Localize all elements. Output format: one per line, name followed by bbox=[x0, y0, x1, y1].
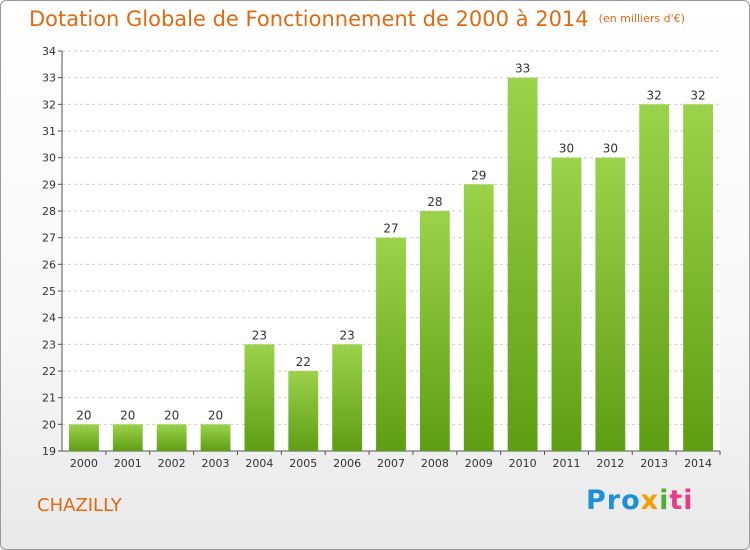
bar-value-label: 23 bbox=[252, 328, 267, 342]
bar bbox=[288, 371, 319, 451]
y-tick-label: 21 bbox=[42, 392, 56, 405]
bar bbox=[683, 104, 713, 451]
chart-title: Dotation Globale de Fonctionnement de 20… bbox=[29, 7, 685, 31]
y-tick-label: 29 bbox=[42, 178, 56, 191]
bar bbox=[332, 344, 363, 451]
commune-name: CHAZILLY bbox=[37, 495, 122, 516]
x-tick-label: 2000 bbox=[70, 457, 98, 470]
x-tick-label: 2009 bbox=[465, 457, 493, 470]
bar-value-label: 28 bbox=[427, 195, 442, 209]
y-tick-label: 33 bbox=[42, 72, 56, 85]
y-tick-label: 30 bbox=[42, 152, 56, 165]
y-tick-label: 27 bbox=[42, 232, 56, 245]
bar-value-label: 20 bbox=[208, 408, 223, 422]
x-tick-label: 2008 bbox=[421, 457, 449, 470]
y-tick-label: 24 bbox=[42, 312, 56, 325]
bar-value-label: 30 bbox=[603, 142, 618, 156]
x-tick-label: 2005 bbox=[289, 457, 317, 470]
bar bbox=[112, 424, 143, 451]
bar-value-label: 33 bbox=[515, 62, 530, 76]
bar bbox=[200, 424, 231, 451]
y-tick-label: 19 bbox=[42, 445, 56, 458]
bar-value-label: 20 bbox=[76, 408, 91, 422]
x-tick-label: 2007 bbox=[377, 457, 405, 470]
bar bbox=[156, 424, 187, 451]
x-tick-label: 2011 bbox=[552, 457, 580, 470]
y-tick-label: 22 bbox=[42, 365, 56, 378]
x-tick-label: 2002 bbox=[158, 457, 186, 470]
bar bbox=[376, 237, 406, 451]
bar-value-label: 20 bbox=[120, 408, 135, 422]
bar-value-label: 32 bbox=[647, 88, 662, 102]
y-tick-label: 26 bbox=[42, 258, 56, 271]
y-tick-label: 28 bbox=[42, 205, 56, 218]
y-tick-label: 20 bbox=[42, 418, 56, 431]
bar bbox=[551, 157, 582, 451]
bar bbox=[639, 104, 670, 451]
bar bbox=[244, 344, 275, 451]
bar bbox=[419, 211, 450, 451]
bar bbox=[69, 424, 99, 451]
bar-value-label: 30 bbox=[559, 142, 574, 156]
bar-value-label: 22 bbox=[296, 355, 311, 369]
bar bbox=[507, 77, 538, 452]
logo-part-1: Pro bbox=[586, 485, 641, 516]
x-tick-label: 2003 bbox=[202, 457, 230, 470]
chart-title-text: Dotation Globale de Fonctionnement de 20… bbox=[29, 7, 589, 31]
bar-value-label: 27 bbox=[383, 222, 398, 236]
logo-part-4: ti bbox=[669, 485, 694, 516]
bar-value-label: 32 bbox=[690, 88, 705, 102]
proxiti-logo: Proxiti bbox=[586, 485, 694, 516]
x-tick-label: 2001 bbox=[114, 457, 142, 470]
bar-value-label: 23 bbox=[339, 328, 354, 342]
x-tick-label: 2010 bbox=[509, 457, 537, 470]
y-tick-label: 34 bbox=[42, 45, 56, 58]
bar-value-label: 29 bbox=[471, 168, 486, 182]
bar bbox=[463, 184, 494, 452]
x-tick-label: 2014 bbox=[684, 457, 712, 470]
bar bbox=[595, 157, 626, 451]
x-tick-label: 2013 bbox=[640, 457, 668, 470]
chart-subtitle: (en milliers d'€) bbox=[598, 12, 685, 25]
y-tick-label: 31 bbox=[42, 125, 56, 138]
x-tick-label: 2012 bbox=[596, 457, 624, 470]
logo-part-2: x bbox=[640, 485, 660, 516]
y-tick-label: 25 bbox=[42, 285, 56, 298]
x-tick-label: 2004 bbox=[245, 457, 273, 470]
y-tick-label: 32 bbox=[42, 98, 56, 111]
logo-part-3: i bbox=[659, 485, 670, 516]
y-tick-label: 23 bbox=[42, 338, 56, 351]
x-tick-label: 2006 bbox=[333, 457, 361, 470]
bar-value-label: 20 bbox=[164, 408, 179, 422]
